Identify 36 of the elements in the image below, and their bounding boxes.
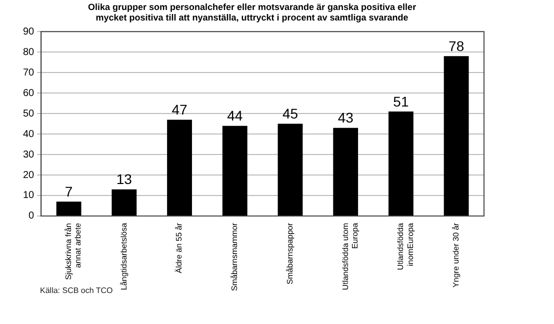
chart-title: Olika grupper som personalchefer eller motsvarande är ganska positiva eller mycket positiva till att nyanställa, uttryckt i procent av samtliga svarande xyxy=(88,2,417,23)
x-tick-label: Småbarnsmammor xyxy=(230,222,240,291)
data-label: 43 xyxy=(338,110,354,126)
data-label: 78 xyxy=(448,38,464,54)
y-tick-label: 90 xyxy=(23,26,35,38)
x-tick-label: Småbarnspappor xyxy=(285,222,294,284)
bar xyxy=(56,202,82,216)
y-tick-label: 0 xyxy=(28,210,35,222)
y-tick-label: 70 xyxy=(23,67,35,78)
y-tick-label: 60 xyxy=(23,88,35,99)
x-tick-label: Utlandsfödda utom Europa xyxy=(340,222,360,290)
data-label: 44 xyxy=(227,108,243,124)
text: Källa: SCB och TCO xyxy=(40,286,113,295)
bar xyxy=(333,128,358,216)
y-tick-label: 20 xyxy=(23,170,35,181)
x-tick-label: Äldre än 55 år xyxy=(174,222,184,274)
data-label: 45 xyxy=(282,106,298,122)
data-label: 7 xyxy=(64,184,73,200)
x-tick-label: Yngre under 30 år xyxy=(452,222,461,288)
x-tick-label: Utlandsfödda inomEuropa xyxy=(396,222,415,270)
y-tick-label: 40 xyxy=(23,128,35,140)
bar xyxy=(167,120,192,216)
bar xyxy=(112,189,137,216)
y-tick-label: 30 xyxy=(23,149,35,160)
y-tick-label: 10 xyxy=(23,190,35,202)
y-tick-label: 80 xyxy=(23,46,35,58)
data-label: 47 xyxy=(172,102,188,118)
y-tick-label: 50 xyxy=(23,108,35,120)
bar xyxy=(222,126,248,216)
x-tick-label: Långtidsarbetslösa xyxy=(119,222,128,290)
bar xyxy=(444,56,469,216)
data-label: 13 xyxy=(116,171,132,188)
x-tick-label: Sjukskrivna från annat arbete xyxy=(64,222,83,280)
bar xyxy=(278,124,303,216)
data-label: 51 xyxy=(393,93,409,110)
bar xyxy=(388,112,414,216)
